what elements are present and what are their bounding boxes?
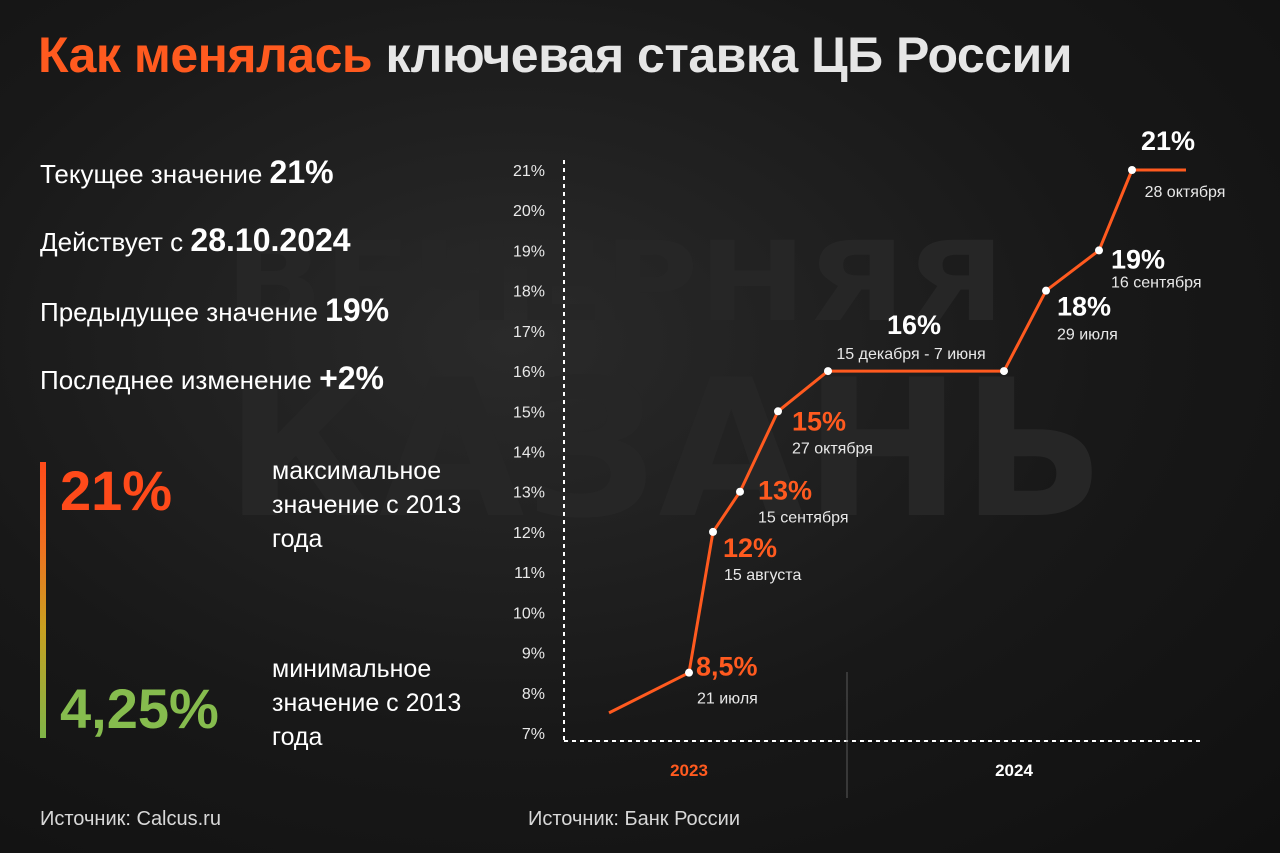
year-label-2023: 2023 [670,761,708,780]
point-value-label: 12% [723,533,777,563]
y-axis-ticks: 21% 20% 19% 18% 17% 16% 15% 14% 13% 12% 11% 10% 9% 8%… [513,163,545,743]
point-date-label: 21 июля [697,691,758,708]
y-tick-label: 16% [513,364,545,381]
rate-point [1042,286,1050,295]
rate-point [685,668,693,677]
point-date-label: 16 сентября [1111,274,1202,291]
rate-points [685,166,1136,677]
rate-point [1128,166,1136,174]
rate-point [1000,367,1008,376]
stat-label: Текущее значение [40,159,263,189]
point-value-label: 8,5% [696,652,758,682]
watermark-logo: ВЕЧЕРНЯЯ КАЗАНЬ [225,218,1105,560]
point-value-label: 13% [758,476,812,506]
stat-label: Предыдущее значение [40,297,318,327]
stat-label: Последнее изменение [40,365,312,395]
y-tick-label: 18% [513,284,545,301]
point-date-label: 27 октября [792,440,873,457]
x-axis-years: 2023 2024 [670,761,1033,780]
stat-label: Действует с [40,227,184,257]
y-tick-label: 20% [513,203,545,220]
rate-point [824,367,832,376]
rate-point [1095,246,1103,255]
y-tick-label: 17% [513,324,545,341]
rate-point [774,407,782,416]
stat-value: 21% [269,154,334,190]
point-date-label: 15 августа [724,567,801,584]
y-tick-label: 11% [514,565,545,582]
page-title: Как менялась ключевая ставка ЦБ России [38,26,1073,84]
max-description: максимальное значение с 2013 года [272,457,462,553]
y-tick-label: 13% [513,485,545,502]
y-tick-label: 12% [513,525,545,542]
previous-value-stat: Предыдущее значение 19% [40,292,389,329]
rate-point [709,527,717,536]
y-tick-label: 19% [513,243,545,260]
y-tick-label: 8% [522,686,545,703]
rate-point [736,487,744,496]
last-change-stat: Последнее изменение +2% [40,360,384,397]
effective-date-stat: Действует с 28.10.2024 [40,222,351,259]
stat-value: 28.10.2024 [190,222,351,258]
rate-labels: 8,5% 21 июля 12% 15 августа 13% 15 сентября 15… [696,126,1225,708]
min-description: минимальное значение с 2013 года [272,655,462,751]
max-value: 21% [60,459,173,522]
range-gradient-bar [40,462,46,738]
stat-value: 19% [325,292,390,328]
source-bank: Источник: Банк России [528,808,741,830]
point-value-label: 21% [1141,126,1195,156]
point-value-label: 19% [1111,244,1165,274]
point-date-label: 15 декабря - 7 июня [836,346,985,363]
point-date-label: 15 сентября [758,510,849,527]
year-label-2024: 2024 [995,761,1033,780]
y-tick-label: 7% [522,726,545,743]
min-value: 4,25% [60,677,219,740]
stat-value: +2% [319,360,384,396]
y-tick-label: 10% [513,605,545,622]
y-tick-label: 9% [522,646,545,663]
point-value-label: 18% [1057,292,1111,322]
point-date-label: 28 октября [1145,184,1226,201]
watermark-line-1: ВЕЧЕРНЯЯ [225,218,1005,346]
point-date-label: 29 июля [1057,327,1118,344]
watermark-line-2: КАЗАНЬ [225,339,1105,560]
title-accent: Как менялась [38,27,373,83]
y-tick-label: 15% [513,404,545,421]
y-tick-label: 14% [513,445,545,462]
source-calcus: Источник: Calcus.ru [40,808,221,830]
point-value-label: 15% [792,406,846,436]
current-value-stat: Текущее значение 21% [40,154,334,191]
point-value-label: 16% [887,310,941,340]
title-rest: ключевая ставка ЦБ России [385,27,1073,83]
y-tick-label: 21% [513,163,545,180]
